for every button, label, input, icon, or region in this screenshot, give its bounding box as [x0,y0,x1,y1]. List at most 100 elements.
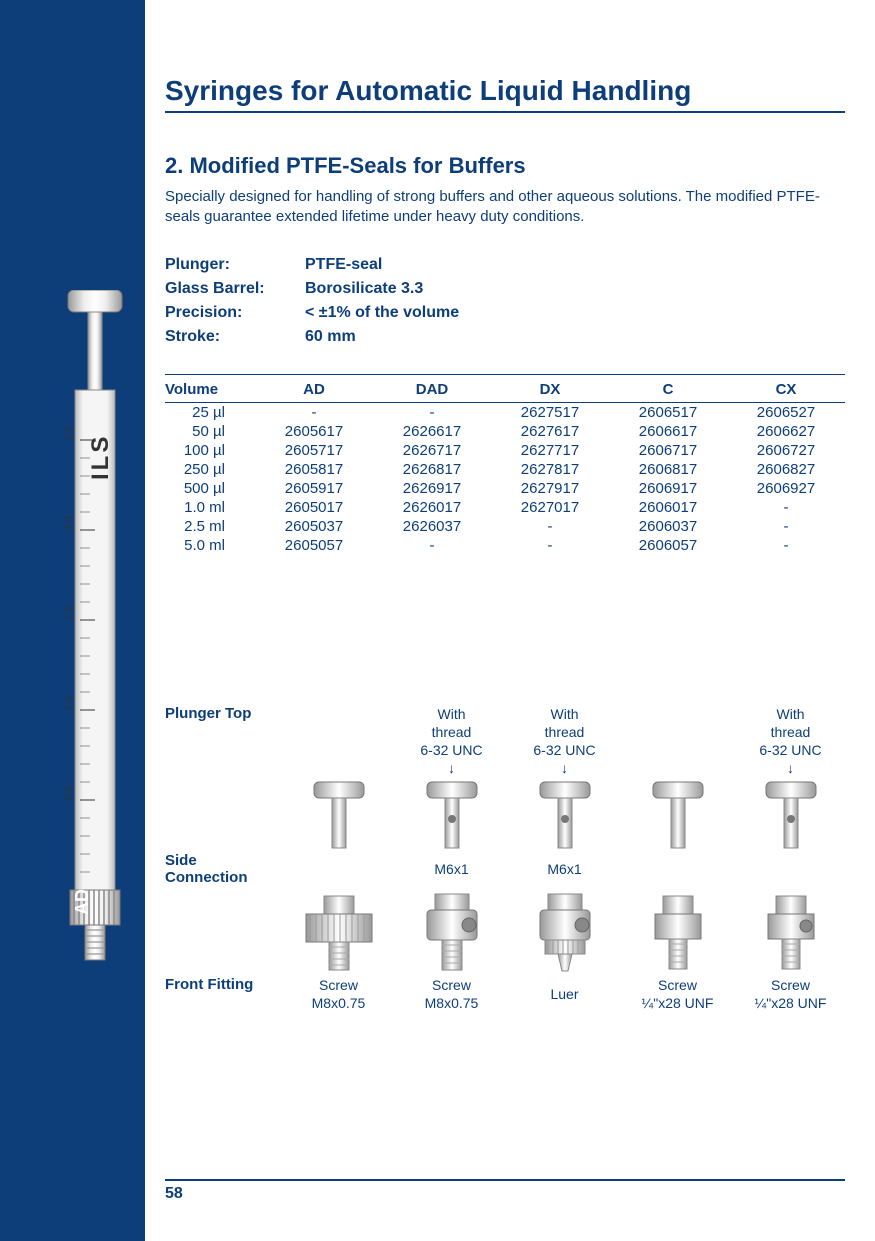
plunger-icon [284,777,393,852]
table-cell: - [373,536,491,555]
table-cell: 2626037 [373,517,491,536]
fittings-grid: Plunger Top With thread 6-32 UNC ↓ With … [165,705,845,1013]
fitting-icon [397,886,506,976]
table-cell: 1.0 ml [165,498,255,517]
svg-text:2.0: 2.0 [64,516,75,530]
table-row: 500 µl2605917262691726279172606917260692… [165,479,845,498]
table-cell: 2606927 [727,479,845,498]
table-cell: 2606617 [609,422,727,441]
syringe-model-label: AD [72,889,93,915]
table-cell: - [727,517,845,536]
side-connection-label: Side Connection [165,852,280,886]
section-heading: 2. Modified PTFE-Seals for Buffers [165,153,845,179]
table-cell: 2606727 [727,441,845,460]
table-cell: - [255,402,373,422]
table-header: Volume [165,377,255,403]
spec-value: PTFE-seal [305,256,382,273]
plunger-top-text: With thread 6-32 UNC ↓ [510,705,619,778]
spec-list: Plunger:PTFE-seal Glass Barrel:Borosilic… [165,256,845,346]
table-cell: - [727,498,845,517]
table-cell: 2626717 [373,441,491,460]
table-header: C [609,377,727,403]
table-cell: 2606527 [727,402,845,422]
table-cell: 5.0 ml [165,536,255,555]
fitting-icon [623,886,732,976]
front-fitting-text: Screw M8x0.75 [397,976,506,1012]
front-fitting-text: Screw M8x0.75 [284,976,393,1012]
table-cell: 2605617 [255,422,373,441]
table-cell: 2626817 [373,460,491,479]
table-cell: 2626617 [373,422,491,441]
table-cell: 2627717 [491,441,609,460]
table-row: 25 µl--262751726065172606527 [165,402,845,422]
front-fitting-text: Screw ¼"x28 UNF [623,976,732,1012]
spec-value: Borosilicate 3.3 [305,280,423,297]
table-cell: 2605037 [255,517,373,536]
table-cell: 2.5 ml [165,517,255,536]
table-cell: 2627017 [491,498,609,517]
table-cell: 100 µl [165,441,255,460]
side-conn-text: M6x1 [510,860,619,878]
table-header: CX [727,377,845,403]
parts-table: VolumeADDADDXCCX 25 µl--2627517260651726… [165,377,845,555]
plunger-icon [510,777,619,852]
table-cell: 2606517 [609,402,727,422]
plunger-top-text: With thread 6-32 UNC ↓ [397,705,506,778]
table-row: 100 µl2605717262671726277172606717260672… [165,441,845,460]
spec-label: Precision: [165,304,305,322]
table-cell: - [373,402,491,422]
fitting-icon [736,886,845,976]
fitting-icon [510,886,619,976]
table-header: DAD [373,377,491,403]
table-header: AD [255,377,373,403]
svg-text:1.0: 1.0 [64,696,75,710]
section-description: Specially designed for handling of stron… [165,187,845,228]
spec-label: Plunger: [165,256,305,274]
table-cell: 2627517 [491,402,609,422]
table-cell: 250 µl [165,460,255,479]
front-fitting-label: Front Fitting [165,976,280,993]
main-content: Syringes for Automatic Liquid Handling 2… [165,75,845,1013]
table-cell: 2606627 [727,422,845,441]
fitting-icon [284,886,393,976]
syringe-illustration: 2.5 2.0 1.5 1.0 0.5 ILS [60,290,130,980]
table-row: 50 µl26056172626617262761726066172606627 [165,422,845,441]
table-cell: - [491,517,609,536]
table-row: 5.0 ml2605057--2606057- [165,536,845,555]
table-cell: 2606817 [609,460,727,479]
table-cell: 2605017 [255,498,373,517]
table-cell: 2605817 [255,460,373,479]
table-cell: 2626017 [373,498,491,517]
table-cell: 2605717 [255,441,373,460]
table-cell: 25 µl [165,402,255,422]
table-cell: 500 µl [165,479,255,498]
table-cell: 2627817 [491,460,609,479]
spec-value: 60 mm [305,328,356,345]
table-cell: 2605057 [255,536,373,555]
page-number: 58 [165,1179,845,1203]
table-cell: 2626917 [373,479,491,498]
svg-text:0.5: 0.5 [64,786,75,800]
table-cell: - [491,536,609,555]
svg-text:1.5: 1.5 [64,606,75,620]
table-cell: 2606037 [609,517,727,536]
table-cell: 2627917 [491,479,609,498]
svg-text:ILS: ILS [87,434,114,480]
table-cell: 50 µl [165,422,255,441]
table-row: 1.0 ml2605017262601726270172606017- [165,498,845,517]
plunger-icon [736,777,845,852]
table-cell: 2606017 [609,498,727,517]
parts-table-wrap: VolumeADDADDXCCX 25 µl--2627517260651726… [165,374,845,555]
front-fitting-text: Luer [510,985,619,1003]
spec-label: Glass Barrel: [165,280,305,298]
table-cell: - [727,536,845,555]
table-cell: 2606717 [609,441,727,460]
spec-label: Stroke: [165,328,305,346]
svg-text:2.5: 2.5 [64,426,75,440]
table-row: 2.5 ml26050372626037-2606037- [165,517,845,536]
spec-value: < ±1% of the volume [305,304,459,321]
plunger-icon [397,777,506,852]
plunger-top-label: Plunger Top [165,705,280,722]
plunger-top-text: With thread 6-32 UNC ↓ [736,705,845,778]
table-cell: 2606917 [609,479,727,498]
